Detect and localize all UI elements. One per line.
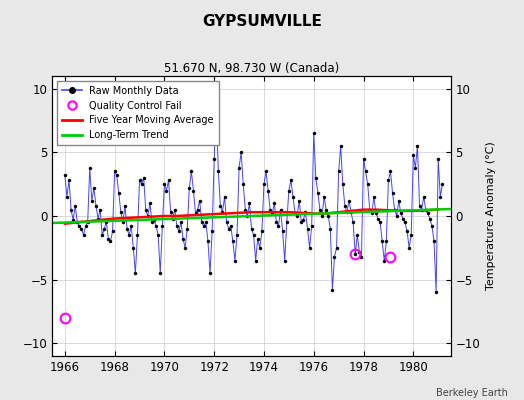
Text: GYPSUMVILLE: GYPSUMVILLE xyxy=(202,14,322,29)
Title: 51.670 N, 98.730 W (Canada): 51.670 N, 98.730 W (Canada) xyxy=(164,62,339,75)
Legend: Raw Monthly Data, Quality Control Fail, Five Year Moving Average, Long-Term Tren: Raw Monthly Data, Quality Control Fail, … xyxy=(57,81,219,145)
Y-axis label: Temperature Anomaly (°C): Temperature Anomaly (°C) xyxy=(486,142,496,290)
Text: Berkeley Earth: Berkeley Earth xyxy=(436,388,508,398)
